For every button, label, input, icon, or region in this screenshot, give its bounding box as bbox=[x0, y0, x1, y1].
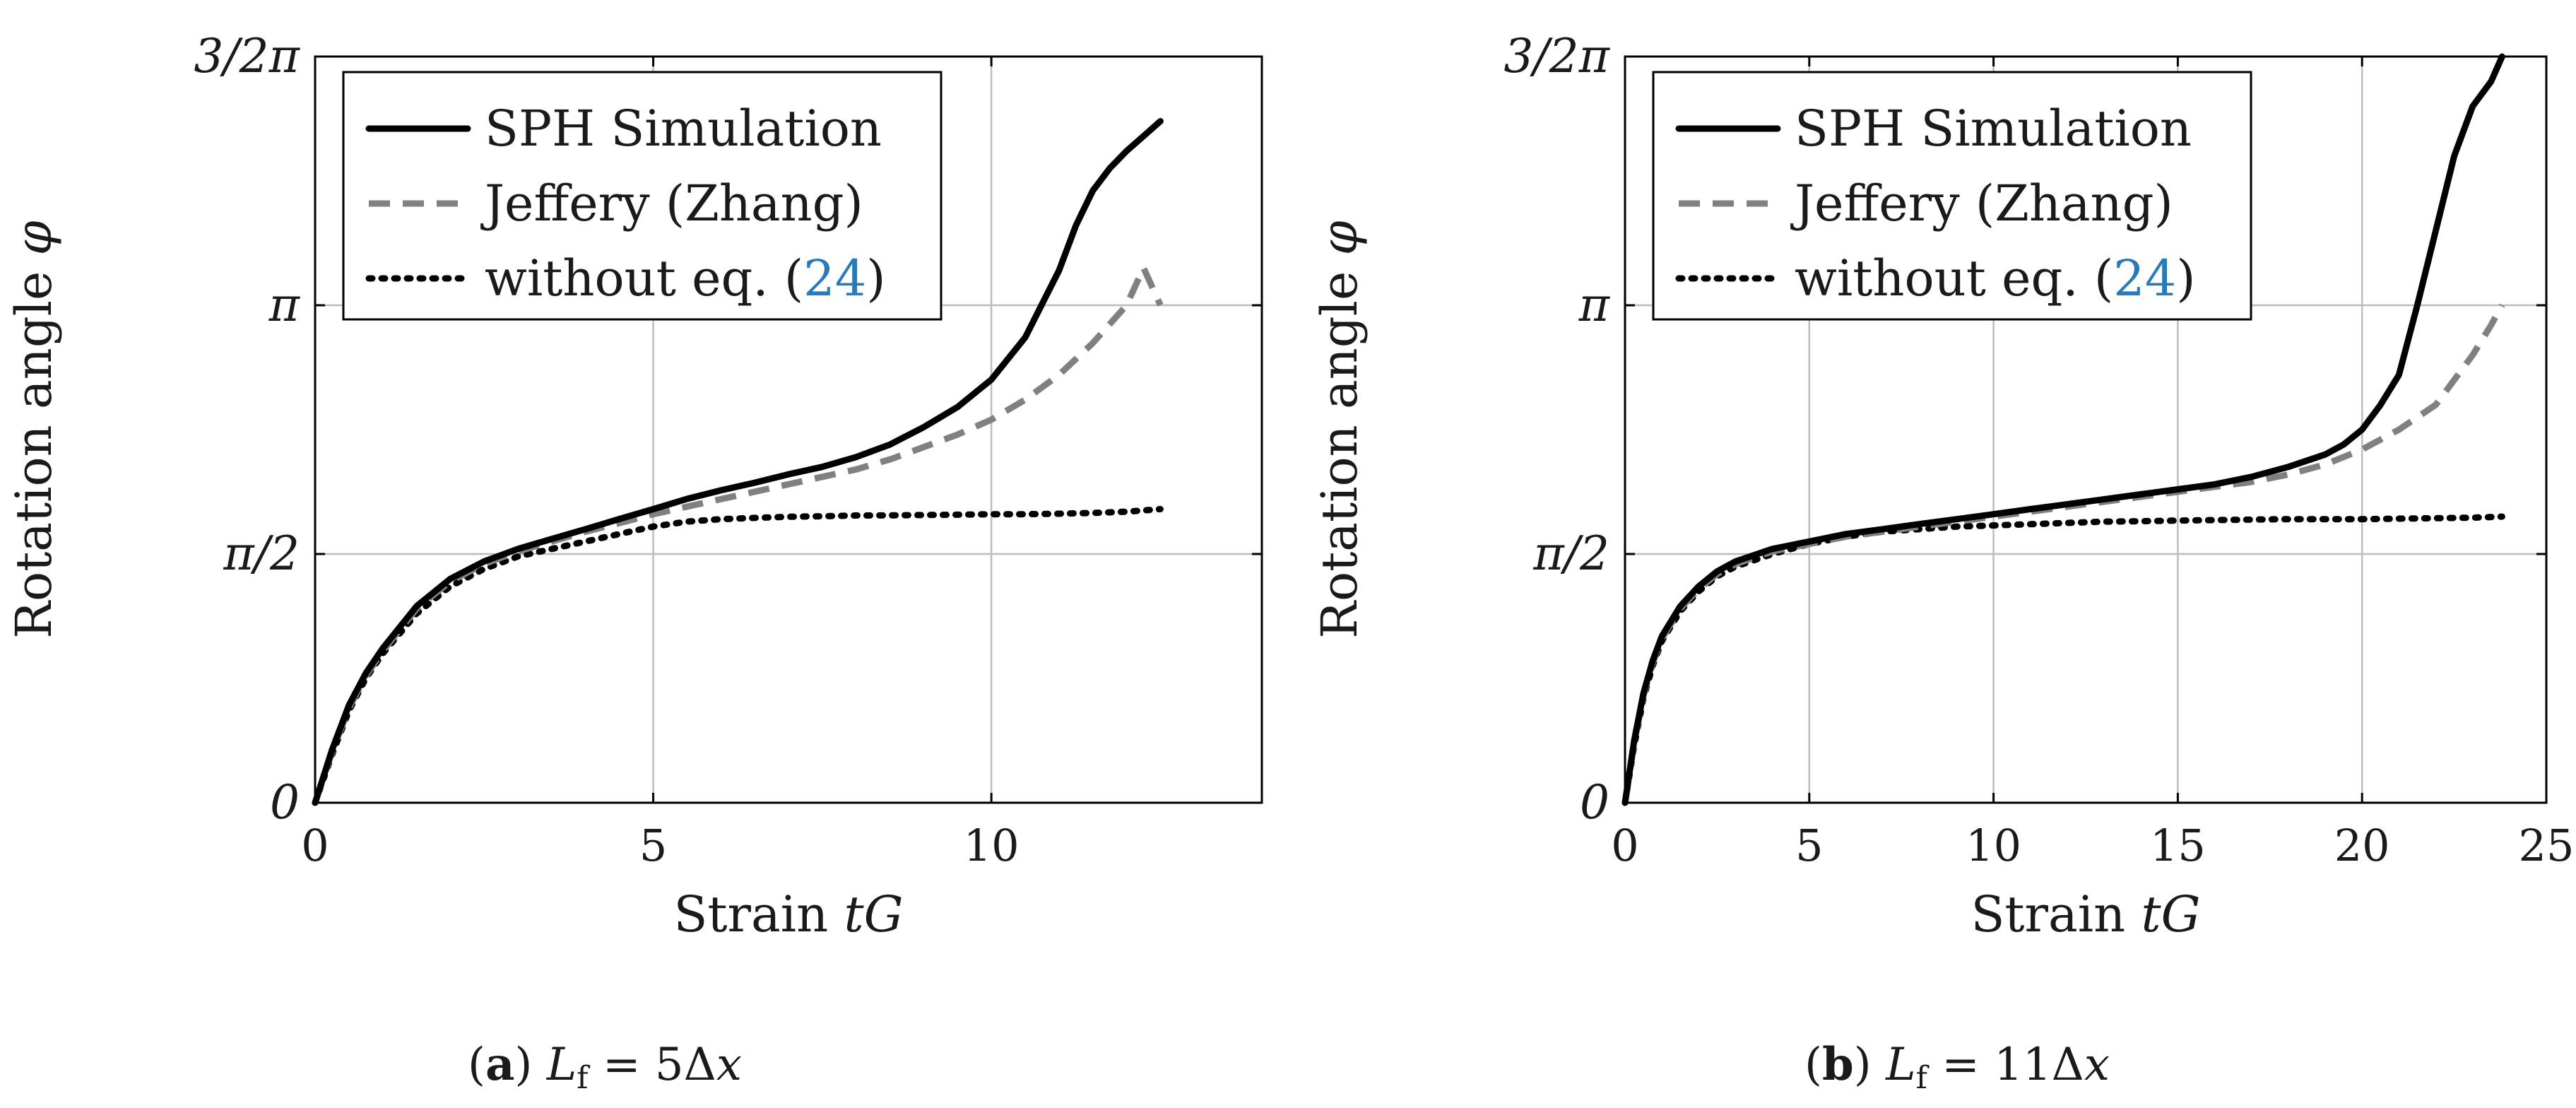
legend-entry: SPH Simulation bbox=[1795, 100, 2192, 158]
x-tick-label: 5 bbox=[639, 820, 667, 871]
legend-entry: without eq. (24) bbox=[1795, 249, 2196, 307]
x-tick-label: 20 bbox=[2334, 820, 2390, 871]
x-tick-label: 10 bbox=[1966, 820, 2021, 871]
x-tick-label: 5 bbox=[1795, 820, 1823, 871]
plot-frame bbox=[314, 55, 1263, 804]
y-tick-label: π bbox=[268, 278, 301, 332]
x-tick-label: 10 bbox=[964, 820, 1020, 871]
series-line-sph-simulation bbox=[1621, 53, 2505, 806]
ticks: 0 5 10 0 π/2 π 3/2π bbox=[194, 29, 1262, 871]
y-tick-label: 3/2π bbox=[1503, 29, 1610, 83]
y-tick-label: 0 bbox=[270, 775, 300, 830]
y-axis-label: Rotation angle φ bbox=[1311, 220, 1369, 638]
series-line-jeffery-zhang bbox=[312, 264, 1164, 804]
y-tick-label: π bbox=[1578, 278, 1611, 332]
ticks: 0 5 10 15 20 25 0 π/2 π 3/2π bbox=[1503, 29, 2574, 871]
panel-caption: (a) Lf = 5Δx bbox=[468, 1038, 742, 1096]
legend-entry: Jeffery (Zhang) bbox=[1790, 175, 2173, 232]
x-axis-label: Strain tG bbox=[1971, 885, 2200, 943]
x-tick-label: 0 bbox=[301, 820, 329, 871]
series-line-sph-simulation bbox=[312, 118, 1164, 806]
panel-caption: (b) Lf = 11Δx bbox=[1804, 1038, 2110, 1096]
y-axis-label: Rotation angle φ bbox=[5, 220, 63, 638]
legend: SPH Simulation Jeffery (Zhang) without eq.… bbox=[1652, 71, 2252, 321]
x-tick-label: 15 bbox=[2150, 820, 2206, 871]
series-line-without-eq-24 bbox=[312, 506, 1164, 806]
legend-entry: SPH Simulation bbox=[485, 100, 882, 158]
series-line-without-eq-24 bbox=[1621, 513, 2505, 806]
x-axis-label: Strain tG bbox=[673, 885, 903, 943]
y-tick-label: π/2 bbox=[1532, 526, 1609, 581]
y-tick-label: 0 bbox=[1580, 775, 1609, 830]
x-tick-label: 25 bbox=[2519, 820, 2575, 871]
series-group bbox=[1621, 53, 2505, 806]
legend: SPH Simulation Jeffery (Zhang) without eq.… bbox=[342, 71, 943, 321]
legend-entry: without eq. (24) bbox=[485, 249, 886, 307]
chart-panel-b: 0 5 10 15 20 25 0 π/2 π 3/2π SPH Simulation Jeffery… bbox=[1311, 29, 2574, 1096]
chart-panel-a: 0 5 10 0 π/2 π 3/2π SPH Simulation Jeffery (Zhan… bbox=[5, 29, 1263, 1096]
y-tick-label: 3/2π bbox=[194, 29, 300, 83]
x-tick-label: 0 bbox=[1611, 820, 1638, 871]
series-group bbox=[312, 118, 1164, 806]
plot-frame bbox=[1624, 55, 2548, 804]
y-tick-label: π/2 bbox=[223, 526, 300, 581]
legend-entry: Jeffery (Zhang) bbox=[480, 175, 863, 232]
